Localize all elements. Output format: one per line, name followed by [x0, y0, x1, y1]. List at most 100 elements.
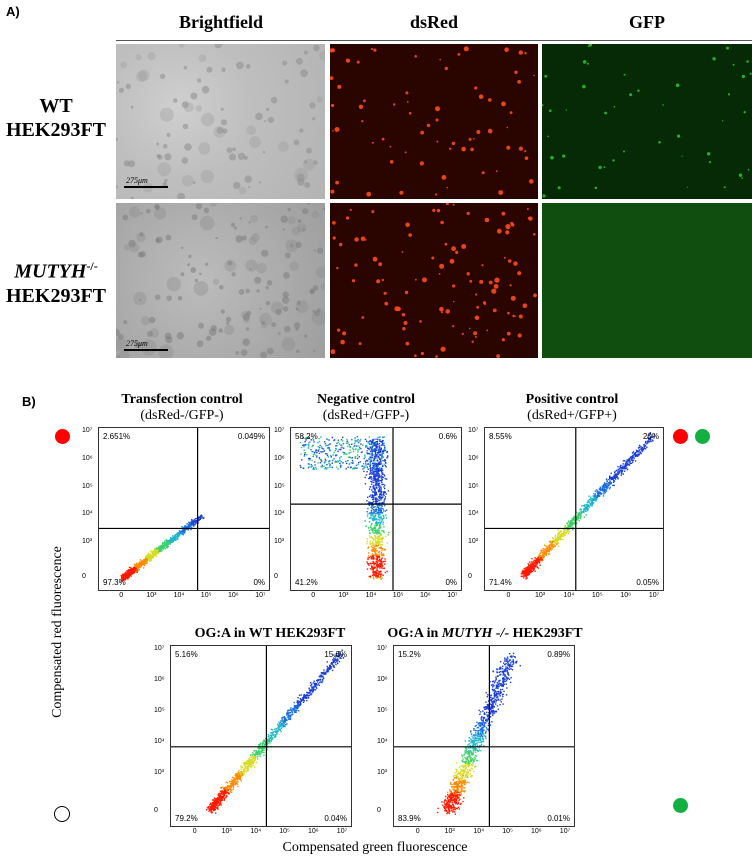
y-tick-label: 10⁶	[274, 454, 285, 462]
x-tick-label: 0	[506, 592, 511, 599]
x-tick-label: 10⁵	[392, 592, 404, 599]
image-wt-dsred	[330, 44, 538, 199]
plot-5-heading: OG:A in MUTYH -/- HEK293FT	[387, 626, 583, 641]
quadrant-ll: 97.3%	[103, 578, 126, 587]
quadrant-ur: 0.89%	[547, 650, 570, 659]
y-tick-label: 10⁴	[154, 738, 165, 746]
red-marker-dot	[55, 429, 70, 444]
image-wt-gfp	[542, 44, 752, 199]
plot-4-heading: OG:A in WT HEK293FT	[194, 626, 346, 641]
x-tick-label: 10⁵	[279, 828, 290, 835]
row-head-wt: WT HEK293FT	[5, 95, 106, 141]
x-tick-label: 10³	[338, 592, 349, 599]
y-tick-label: 10⁶	[377, 676, 388, 684]
row-head-mutyh: MUTYH-/- HEK293FT	[5, 259, 106, 307]
y-tick-label: 10⁵	[274, 482, 285, 490]
y-tick-label: 10³	[274, 538, 285, 546]
y-tick-label: 10⁵	[468, 482, 479, 490]
x-tick-label: 10⁷	[336, 828, 348, 835]
x-tick-label: 0	[192, 828, 197, 835]
y-tick-label: 10³	[154, 769, 165, 777]
quadrant-ur: 0.6%	[438, 432, 457, 441]
green-marker-dot-bottom	[673, 798, 688, 813]
header-rule	[116, 40, 752, 41]
x-tick-label: 10⁶	[228, 592, 239, 599]
quadrant-ur: 20%	[642, 432, 659, 441]
x-tick-label: 10⁶	[620, 592, 632, 599]
quadrant-ll: 83.9%	[398, 814, 421, 823]
x-tick-label: 10⁴	[473, 828, 485, 835]
x-tick-label: 10⁷	[559, 828, 571, 835]
y-tick-label: 10⁴	[468, 510, 479, 518]
y-tick-label: 0	[377, 807, 381, 815]
x-tick-label: 10⁶	[531, 828, 542, 835]
green-marker-dot-right	[695, 429, 710, 444]
quadrant-lr: 0.05%	[636, 578, 659, 587]
y-tick-label: 10⁷	[468, 426, 479, 434]
flow-plot-og-a-wt: 5.16% 15.6% 79.2% 0.04%	[170, 645, 352, 827]
image-mutyh-brightfield: 275μm	[116, 203, 325, 358]
column-head-gfp: GFP	[629, 12, 665, 32]
x-tick-label: 10⁵	[200, 592, 212, 599]
flow-plot-negative-control: 58.2% 0.6% 41.2% 0%	[290, 427, 462, 591]
x-tick-label: 10⁶	[308, 828, 319, 835]
plot-3-heading: Positive control (dsRed+/GFP+)	[525, 392, 619, 423]
quadrant-ll: 79.2%	[175, 814, 198, 823]
x-tick-label: 10⁴	[250, 828, 262, 835]
x-tick-label: 10⁴	[173, 592, 185, 599]
y-tick-label: 10⁶	[154, 676, 165, 684]
quadrant-ul: 5.16%	[175, 650, 198, 659]
flow-plot-positive-control: 8.55% 20% 71.4% 0.05%	[484, 427, 664, 591]
panel-a-label: A)	[6, 4, 20, 19]
y-tick-label: 10⁷	[274, 426, 285, 434]
quadrant-ul: 8.55%	[489, 432, 512, 441]
quadrant-ur: 0.049%	[237, 432, 265, 441]
y-tick-label: 10⁶	[468, 454, 479, 462]
image-mutyh-gfp	[542, 203, 752, 358]
x-tick-label: 10⁴	[365, 592, 377, 599]
x-tick-label: 0	[415, 828, 420, 835]
y-tick-label: 10⁵	[82, 482, 93, 490]
y-tick-label: 10³	[468, 538, 479, 546]
quadrant-ul: 2.651%	[103, 432, 131, 441]
x-tick-label: 0	[119, 592, 124, 599]
x-tick-label: 10⁴	[563, 592, 575, 599]
quadrant-lr: 0.04%	[324, 814, 347, 823]
x-tick-label: 10³	[444, 828, 455, 835]
flow-plot-transfection-control: 2.651% 0.049% 97.3% 0%	[98, 427, 270, 591]
x-tick-label: 10⁵	[502, 828, 513, 835]
x-tick-label: 10⁵	[591, 592, 603, 599]
empty-marker-dot	[54, 806, 70, 822]
x-tick-label: 10⁷	[255, 592, 266, 599]
x-tick-label: 0	[311, 592, 316, 599]
panel-b-label: B)	[22, 394, 36, 409]
y-tick-label: 10⁶	[82, 454, 93, 462]
quadrant-lr: 0%	[253, 578, 265, 587]
y-tick-label: 10⁵	[377, 707, 388, 715]
red-marker-dot-right	[673, 429, 688, 444]
x-tick-label: 10³	[146, 592, 157, 599]
quadrant-lr: 0%	[445, 578, 457, 587]
y-tick-label: 10⁷	[377, 645, 388, 653]
column-head-brightfield: Brightfield	[179, 12, 263, 32]
quadrant-ul: 58.2%	[295, 432, 318, 441]
y-tick-label: 10⁷	[82, 426, 93, 434]
y-tick-label: 0	[274, 572, 278, 580]
image-wt-brightfield: 275μm	[116, 44, 325, 199]
quadrant-ur: 15.6%	[324, 650, 347, 659]
quadrant-lr: 0.01%	[547, 814, 570, 823]
x-tick-label: 10³	[221, 828, 232, 835]
y-tick-label: 10³	[377, 769, 388, 777]
x-tick-label: 10⁷	[447, 592, 458, 599]
image-mutyh-dsred	[330, 203, 538, 358]
quadrant-ul: 15.2%	[398, 650, 421, 659]
y-tick-label: 10⁴	[274, 510, 285, 518]
x-axis-label: Compensated green fluorescence	[282, 840, 468, 855]
y-tick-label: 0	[154, 807, 158, 815]
y-tick-label: 10⁴	[377, 738, 388, 746]
quadrant-ll: 71.4%	[489, 578, 512, 587]
y-tick-label: 10⁵	[154, 707, 165, 715]
quadrant-ll: 41.2%	[295, 578, 318, 587]
x-tick-label: 10³	[534, 592, 546, 599]
y-tick-label: 0	[82, 572, 86, 580]
